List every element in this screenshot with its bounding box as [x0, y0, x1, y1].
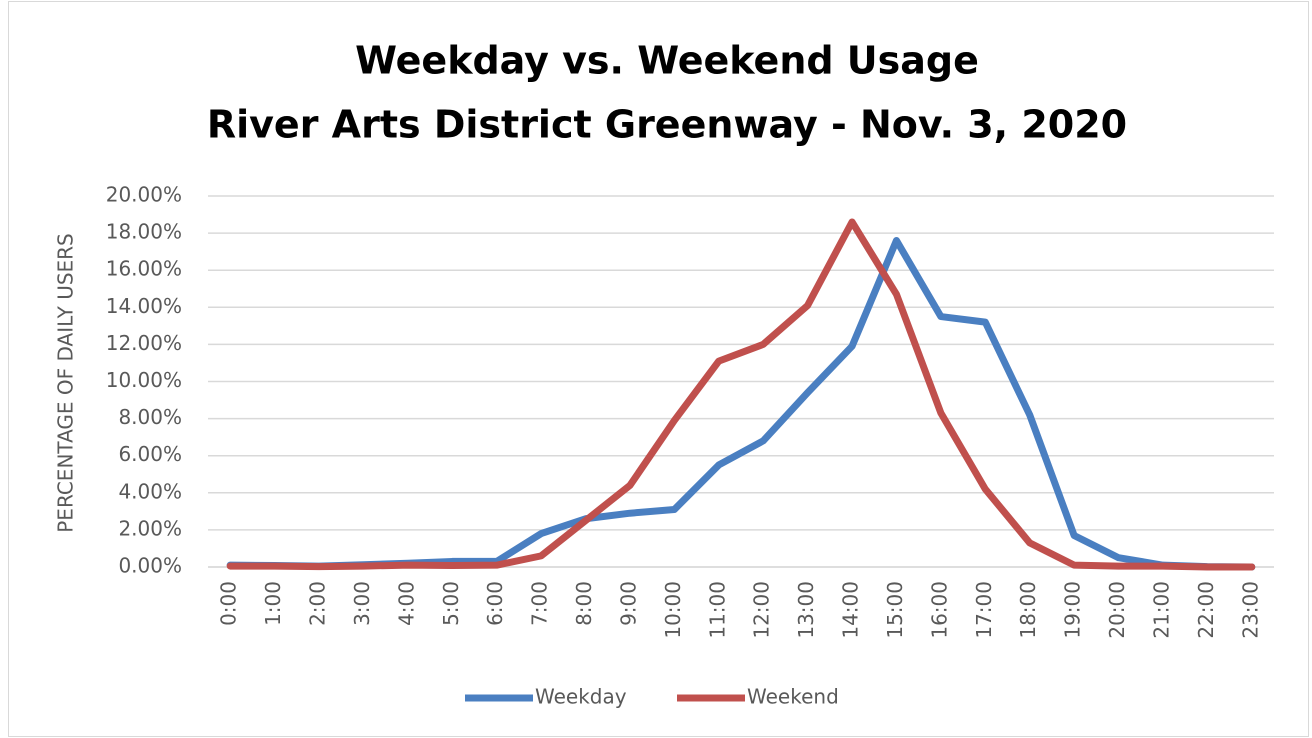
chart-title: Weekday vs. Weekend Usage: [355, 39, 979, 83]
x-tick-label: 12:00: [750, 581, 774, 639]
chart-subtitle: River Arts District Greenway - Nov. 3, 2…: [207, 103, 1127, 147]
x-tick-label: 1:00: [261, 581, 285, 626]
x-tick-label: 18:00: [1016, 581, 1040, 639]
x-tick-label: 20:00: [1105, 581, 1129, 639]
x-tick-label: 10:00: [661, 581, 685, 639]
x-tick-label: 13:00: [794, 581, 818, 639]
x-tick-label: 11:00: [705, 581, 729, 639]
data-line: [226, 218, 1256, 571]
x-tick-label: 9:00: [616, 581, 640, 626]
y-tick-label: 14.00%: [106, 294, 182, 318]
x-tick-label: 22:00: [1194, 581, 1218, 639]
y-tick-label: 2.00%: [118, 516, 182, 540]
y-axis-title: PERCENTAGE OF DAILY USERS: [54, 233, 78, 533]
y-tick-label: 8.00%: [118, 405, 182, 429]
legend-label: Weekday: [535, 685, 627, 709]
y-tick-label: 10.00%: [106, 368, 182, 392]
x-tick-label: 14:00: [839, 581, 863, 639]
y-tick-label: 4.00%: [118, 479, 182, 503]
x-tick-label: 19:00: [1061, 581, 1085, 639]
y-tick-label: 18.00%: [106, 220, 182, 244]
y-tick-label: 16.00%: [106, 257, 182, 281]
x-tick-label: 23:00: [1238, 581, 1262, 639]
x-tick-label: 2:00: [306, 581, 330, 626]
x-tick-label: 3:00: [350, 581, 374, 626]
x-tick-label: 7:00: [528, 581, 552, 626]
x-tick-label: 5:00: [439, 581, 463, 626]
x-tick-label: 0:00: [217, 581, 241, 626]
x-tick-label: 15:00: [883, 581, 907, 639]
y-tick-label: 6.00%: [118, 442, 182, 466]
x-tick-label: 21:00: [1149, 581, 1173, 639]
x-tick-label: 4:00: [394, 581, 418, 626]
y-tick-label: 20.00%: [106, 183, 182, 207]
legend-label: Weekend: [747, 685, 839, 709]
y-tick-label: 0.00%: [118, 554, 182, 578]
x-tick-label: 17:00: [972, 581, 996, 639]
x-tick-label: 16:00: [927, 581, 951, 639]
y-tick-label: 12.00%: [106, 331, 182, 355]
x-tick-label: 8:00: [572, 581, 596, 626]
x-tick-label: 6:00: [483, 581, 507, 626]
chart-border: [8, 1, 1309, 737]
